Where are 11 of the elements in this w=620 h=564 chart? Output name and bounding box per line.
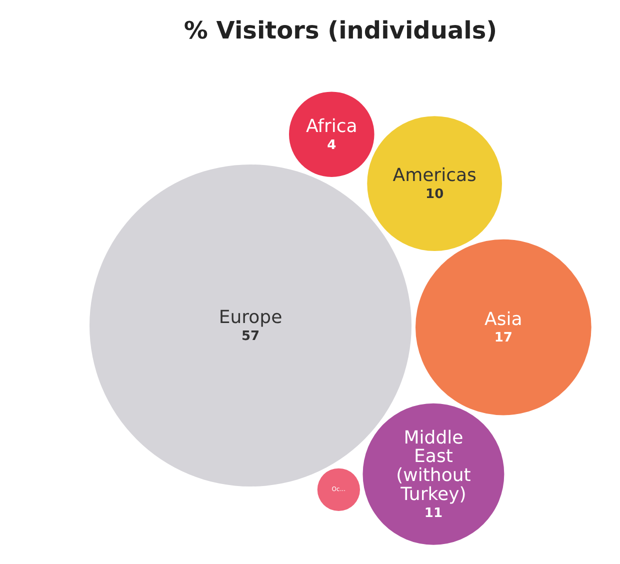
text: % Visitors (individuals) bbox=[184, 16, 498, 44]
category-label: Asia bbox=[484, 308, 522, 330]
data-label: 4 bbox=[327, 138, 336, 153]
data-label: 10 bbox=[426, 187, 444, 202]
category-label: Europe bbox=[218, 307, 282, 328]
category-label: Middle East (without Turkey) bbox=[396, 427, 471, 505]
data-label: 57 bbox=[241, 328, 260, 344]
data-label: 17 bbox=[494, 330, 512, 346]
data-label: 11 bbox=[424, 506, 443, 521]
category-label: Americas bbox=[392, 165, 476, 186]
category-label: Africa bbox=[306, 116, 358, 137]
